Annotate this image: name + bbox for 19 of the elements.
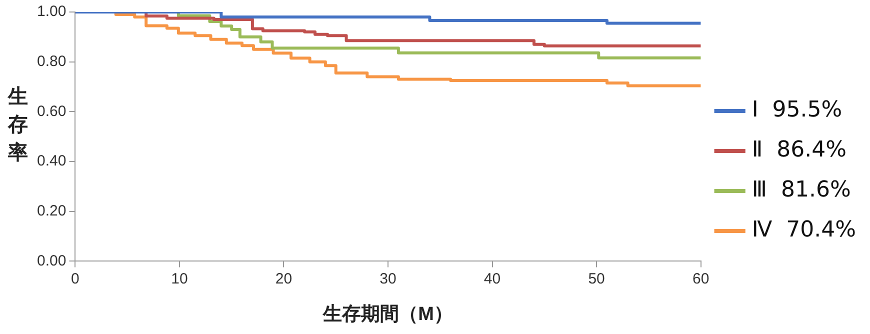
y-tick-label: 1.00 [36,3,66,20]
y-tick-label: 0.40 [36,152,66,170]
x-tick-label: 60 [692,270,710,288]
y-tick-label: 0.00 [36,252,66,270]
x-tick-label: 50 [588,270,605,288]
legend-label: Ⅰ 95.5% [752,98,842,123]
x-tick-label: 30 [380,270,396,288]
x-axis-title: 生存期間（M） [322,302,453,325]
x-tick-label: 40 [484,270,501,288]
legend-label: Ⅱ 86.4% [752,138,847,163]
y-axis-title: 生存率 [8,83,29,166]
x-tick-label: 0 [71,270,80,288]
y-tick-label: 0.60 [36,102,66,120]
x-tick-label: 10 [171,270,188,288]
x-tick-label: 20 [275,270,292,288]
y-tick-label: 0.80 [36,52,66,70]
legend-label: Ⅲ 81.6% [752,178,851,203]
legend-label: Ⅳ 70.4% [752,218,856,243]
y-tick-label: 0.20 [36,202,66,220]
